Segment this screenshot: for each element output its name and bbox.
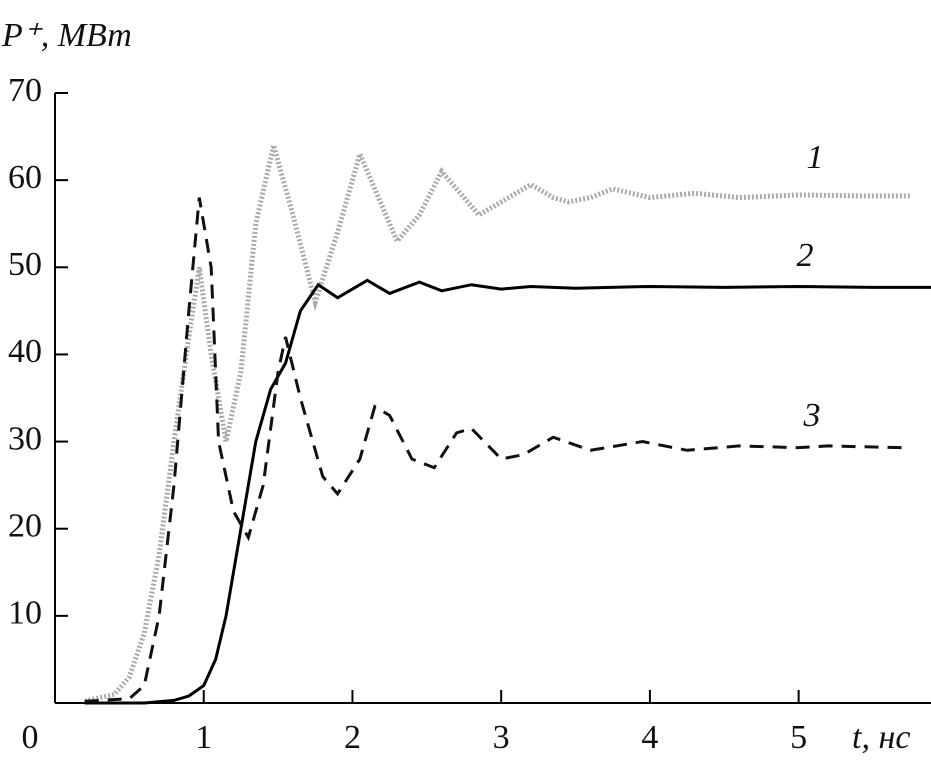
y-tick-label: 40 xyxy=(8,333,42,370)
y-tick-label: 60 xyxy=(8,159,42,196)
line-series xyxy=(84,144,911,704)
line-series xyxy=(84,197,903,703)
y-tick-label: 70 xyxy=(8,72,42,109)
y-tick-label: 0 xyxy=(22,719,39,756)
series-label: 1 xyxy=(807,139,824,176)
series-label: 3 xyxy=(803,397,821,434)
y-axis-label: P⁺, МВт xyxy=(1,17,132,54)
x-tick-label: 5 xyxy=(790,719,807,756)
x-axis-label: t, нс xyxy=(852,719,910,756)
line-series xyxy=(84,278,931,705)
x-tick-label: 4 xyxy=(641,719,658,756)
y-tick-label: 30 xyxy=(8,420,42,457)
x-tick-label: 3 xyxy=(493,719,510,756)
y-tick-label: 50 xyxy=(8,246,42,283)
y-tick-label: 20 xyxy=(8,508,42,545)
y-tick-label: 10 xyxy=(8,595,42,632)
series-label: 2 xyxy=(797,237,814,274)
x-tick-label: 1 xyxy=(195,719,212,756)
x-tick-label: 2 xyxy=(344,719,361,756)
